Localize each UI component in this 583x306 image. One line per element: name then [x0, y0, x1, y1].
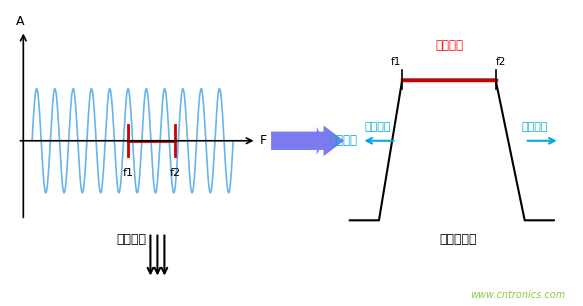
- FancyArrow shape: [271, 125, 344, 156]
- Text: f1: f1: [391, 57, 402, 67]
- Text: F: F: [259, 134, 266, 147]
- Text: 抑制频段: 抑制频段: [329, 134, 357, 147]
- Text: 滤波器响应: 滤波器响应: [439, 233, 476, 245]
- Text: f2: f2: [496, 57, 507, 67]
- Text: f2: f2: [169, 168, 181, 178]
- Text: www.cntronics.com: www.cntronics.com: [470, 290, 566, 300]
- Text: f1: f1: [123, 168, 134, 178]
- Text: 抑制频段: 抑制频段: [364, 121, 391, 132]
- Text: A: A: [16, 15, 24, 28]
- Text: 工作频段: 工作频段: [435, 39, 463, 52]
- Text: 抑制频段: 抑制频段: [522, 121, 548, 132]
- Text: 原始信号: 原始信号: [116, 233, 146, 245]
